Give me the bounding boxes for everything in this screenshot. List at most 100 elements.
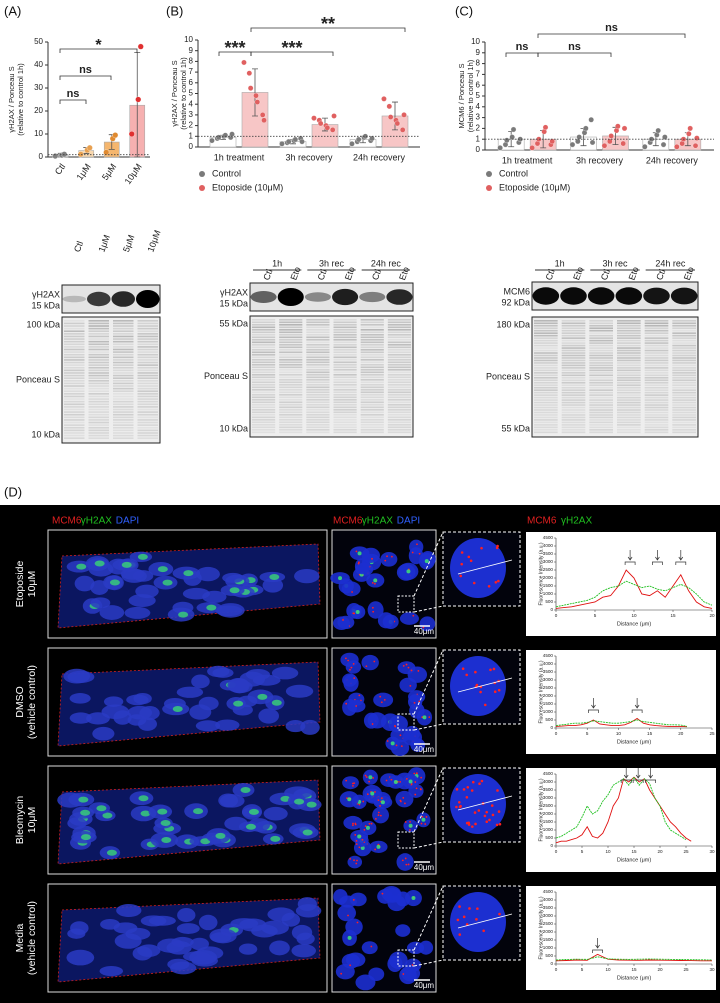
ponceau-band [137, 411, 158, 413]
mcm6-focus [370, 945, 373, 948]
scale-bar-label: 40μm [414, 981, 435, 990]
blot-label: γH2AX [220, 287, 248, 297]
mcm6-focus [383, 698, 386, 701]
ponceau-band [113, 369, 134, 372]
y-tick-label: 4000 [543, 543, 554, 548]
ponceau-band [589, 419, 613, 421]
mcm6-focus [462, 915, 466, 919]
ponceau-band [88, 346, 109, 348]
ponceau-band [137, 374, 158, 377]
ponceau-band [64, 408, 85, 411]
ponceau-band [279, 331, 303, 334]
ponceau-band [64, 393, 85, 395]
lane-label: Eto [627, 265, 641, 281]
blot-label: 92 kDa [501, 297, 530, 307]
x-tick-label: 15 [631, 967, 637, 972]
ponceau-band [387, 346, 411, 349]
mcm6-focus [368, 822, 371, 825]
ponceau-band [644, 334, 669, 337]
ponceau-band [88, 413, 109, 416]
mcm6-focus [345, 779, 348, 782]
ponceau-band [672, 374, 696, 377]
ponceau-band [589, 386, 613, 389]
ponceau-band [137, 338, 158, 340]
ponceau-band [561, 389, 586, 391]
ponceau-band [561, 421, 586, 424]
nucleus [341, 581, 361, 597]
ponceau-band [589, 332, 613, 334]
ponceau-band [589, 384, 613, 387]
ponceau-band [113, 382, 134, 385]
mcm6-focus [395, 744, 398, 747]
ponceau-band [252, 366, 276, 369]
ponceau-band [333, 336, 357, 339]
ponceau-band [306, 396, 330, 399]
mcm6-focus [425, 816, 428, 818]
ponceau-band [534, 359, 558, 362]
mcm6-focus [370, 822, 373, 825]
ponceau-band [672, 394, 696, 396]
ponceau-band [617, 396, 641, 399]
mcm6-focus [428, 716, 431, 719]
y-tick-label: 4000 [543, 661, 554, 666]
ponceau-band [672, 416, 696, 419]
y-axis-label: (relative to control 1h) [16, 63, 25, 136]
ponceau-band [88, 424, 109, 426]
y-tick-label: 30 [34, 83, 43, 92]
nucleus [189, 949, 218, 965]
mcm6-focus [465, 673, 469, 677]
ponceau-band [644, 396, 669, 399]
ponceau-band [333, 354, 357, 356]
x-tick-label: 3h recovery [285, 152, 333, 162]
ponceau-band [279, 346, 303, 349]
mcm6-focus [418, 552, 421, 555]
significance-bracket [59, 99, 87, 104]
ponceau-band [387, 394, 411, 396]
ponceau-band [360, 329, 384, 331]
ponceau-band [387, 411, 411, 414]
mcm6-focus [361, 838, 364, 841]
ponceau-band [617, 320, 641, 322]
ponceau-band [617, 429, 641, 431]
y-axis-label: γH2AX / Ponceau S [7, 66, 16, 132]
mcm6-focus [465, 795, 469, 799]
data-point [583, 125, 589, 132]
ponceau-band [534, 414, 558, 416]
y-tick-label: 500 [545, 953, 553, 958]
ponceau-band [672, 369, 696, 372]
mcm6-focus [405, 777, 408, 780]
mcm6-focus [412, 614, 415, 617]
nucleus [341, 953, 361, 969]
ponceau-band [64, 382, 85, 385]
ponceau-band [589, 404, 613, 406]
ponceau-band [617, 359, 641, 362]
nucleus [361, 941, 378, 955]
y-tick-label: 3 [476, 113, 481, 122]
gh2ax-focus [161, 837, 172, 844]
ponceau-band [561, 404, 586, 406]
profile-line-series [555, 953, 712, 962]
ponceau-band [279, 414, 303, 416]
ponceau-band [387, 406, 411, 409]
band [135, 290, 160, 308]
ponceau-band [672, 377, 696, 379]
ponceau-band [561, 414, 586, 416]
y-tick-label: 0 [189, 142, 194, 151]
mcm6-focus [411, 964, 414, 966]
mcm6-focus [422, 626, 425, 629]
ponceau-band [534, 401, 558, 404]
ponceau-band [360, 431, 384, 434]
mcm6-focus [494, 580, 498, 584]
ponceau-band [252, 414, 276, 416]
ponceau-band [387, 414, 411, 416]
ponceau-band [589, 399, 613, 401]
ponceau-band [387, 424, 411, 426]
mcm6-focus [498, 912, 501, 916]
ponceau-band [360, 429, 384, 431]
ponceau-band [306, 386, 330, 389]
ponceau-band [672, 399, 696, 401]
ponceau-band [113, 333, 134, 335]
ponceau-band [644, 364, 669, 367]
ponceau-band [113, 419, 134, 421]
ponceau-band [279, 354, 303, 356]
